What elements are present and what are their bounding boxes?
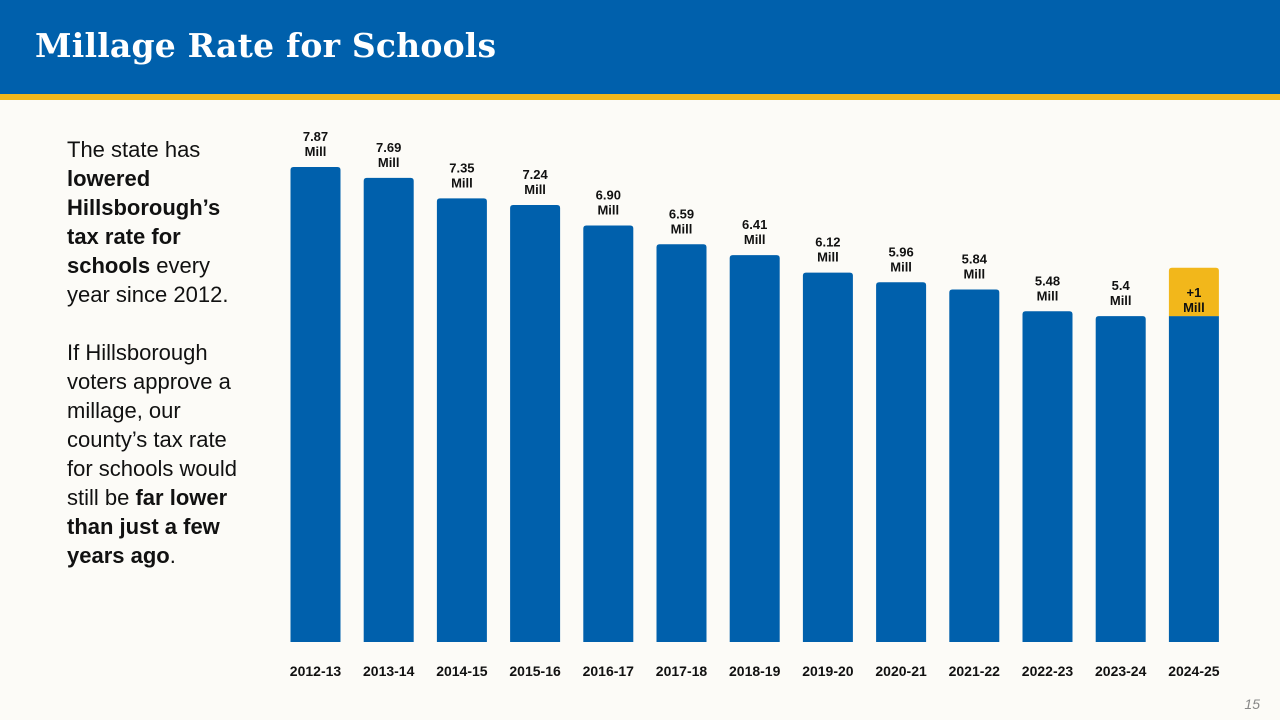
x-tick-label-2020-21: 2020-21 [875,663,927,679]
sidebar-p2-text-1: If Hillsborough voters approve a millage… [67,340,237,510]
x-tick-label-2024-25: 2024-25 [1168,663,1220,679]
bar-unit-label-2021-22: Mill [963,267,985,282]
increase-unit-label: Mill [1183,300,1205,315]
x-tick-label-2016-17: 2016-17 [583,663,635,679]
bar-2016-17 [583,225,634,642]
sidebar-p1-text-1: The state has [67,137,201,162]
x-tick-label-2021-22: 2021-22 [949,663,1001,679]
bar-value-label-2012-13: 7.87 [303,129,328,144]
x-tick-label-2023-24: 2023-24 [1095,663,1147,679]
bar-2024-25 [1168,316,1219,642]
bar-2012-13 [290,167,341,642]
bar-unit-label-2015-16: Mill [524,182,546,197]
bar-unit-label-2022-23: Mill [1037,288,1059,303]
x-tick-label-2013-14: 2013-14 [363,663,415,679]
bar-value-label-2019-20: 6.12 [815,235,840,250]
bar-unit-label-2016-17: Mill [597,203,619,218]
bar-2013-14 [363,177,414,642]
sidebar-p1-bold: lowered Hillsborough’s tax rate for scho… [67,166,221,278]
bar-2022-23 [1022,311,1073,642]
bar-unit-label-2013-14: Mill [378,155,400,170]
title-accent-rule [0,94,1280,100]
bar-value-label-2018-19: 6.41 [742,217,767,232]
x-tick-label-2022-23: 2022-23 [1022,663,1074,679]
increase-value-label: +1 [1186,285,1201,300]
title-bar [0,0,1280,94]
bar-2020-21 [876,282,927,642]
sidebar-paragraph-1: The state has lowered Hillsborough’s tax… [67,135,257,309]
bar-2018-19 [729,255,780,642]
bar-value-label-2023-24: 5.4 [1112,278,1131,293]
bar-unit-label-2023-24: Mill [1110,293,1132,308]
bar-2015-16 [510,205,561,642]
bar-unit-label-2018-19: Mill [744,232,766,247]
sidebar-p1-text-2: every year since 2012. [67,253,229,307]
bar-unit-label-2012-13: Mill [305,144,327,159]
bar-2021-22 [949,289,1000,642]
sidebar-paragraph-2: If Hillsborough voters approve a millage… [67,338,257,570]
sidebar-p2-text-2: . [169,543,176,568]
bar-unit-label-2020-21: Mill [890,259,912,274]
bar-unit-label-2014-15: Mill [451,175,473,190]
bar-value-label-2016-17: 6.90 [596,188,621,203]
bar-2014-15 [436,198,487,642]
bar-value-label-2013-14: 7.69 [376,140,401,155]
sidebar-p2-bold: far lower than just a few years ago [67,485,228,568]
bar-value-label-2014-15: 7.35 [449,160,474,175]
bar-2019-20 [802,272,853,642]
bar-value-label-2017-18: 6.59 [669,206,694,221]
x-tick-label-2019-20: 2019-20 [802,663,854,679]
x-tick-label-2012-13: 2012-13 [290,663,342,679]
sidebar-text: The state has lowered Hillsborough’s tax… [67,135,257,570]
x-tick-label-2014-15: 2014-15 [436,663,488,679]
bar-2017-18 [656,244,707,642]
slide-title: Millage Rate for Schools [35,26,497,65]
x-tick-label-2017-18: 2017-18 [656,663,708,679]
bar-value-label-2015-16: 7.24 [522,167,548,182]
bar-value-label-2022-23: 5.48 [1035,273,1060,288]
bar-value-label-2021-22: 5.84 [962,252,988,267]
page-number: 15 [1244,696,1260,712]
bar-unit-label-2017-18: Mill [671,221,693,236]
x-tick-label-2015-16: 2015-16 [509,663,561,679]
bar-unit-label-2019-20: Mill [817,250,839,265]
bar-increase-2024-25 [1168,267,1219,317]
bar-value-label-2020-21: 5.96 [888,244,913,259]
bar-2023-24 [1095,316,1146,642]
x-tick-label-2018-19: 2018-19 [729,663,781,679]
